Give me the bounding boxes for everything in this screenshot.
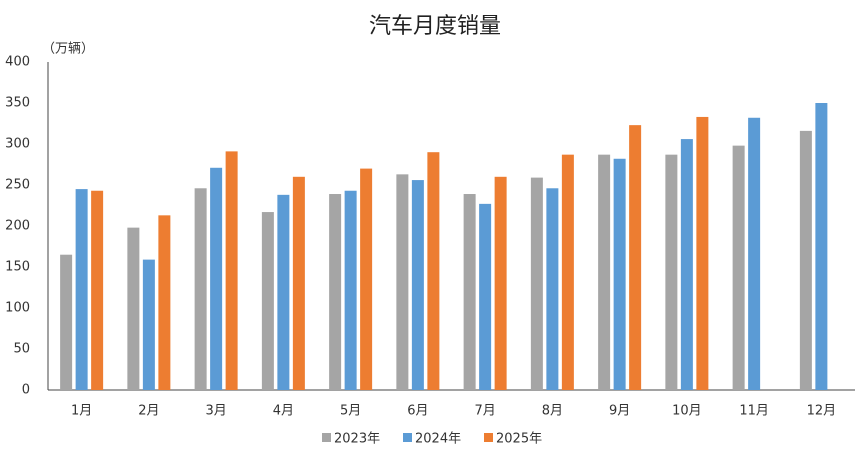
x-tick-label: 5月 (340, 404, 361, 419)
x-tick-label: 2月 (138, 404, 159, 419)
bar (91, 190, 104, 390)
y-tick-label: 250 (5, 178, 30, 193)
legend-label: 2023年 (334, 432, 380, 447)
x-tick-label: 6月 (407, 404, 428, 419)
bar (530, 177, 543, 390)
bar (411, 180, 424, 390)
bar (75, 189, 88, 390)
bar (261, 212, 274, 390)
bar (680, 139, 693, 390)
bar (427, 152, 440, 390)
bar (732, 145, 745, 390)
x-tick-label: 8月 (542, 404, 563, 419)
y-tick-label: 200 (5, 219, 30, 234)
y-tick-label: 150 (5, 260, 30, 275)
y-tick-label: 0 (22, 383, 30, 398)
legend-swatch (484, 433, 493, 442)
x-tick-label: 12月 (807, 404, 837, 419)
bar (561, 154, 574, 390)
legend-label: 2024年 (415, 432, 461, 447)
legend-label: 2025年 (496, 432, 542, 447)
bar (210, 167, 223, 390)
bar (799, 130, 812, 390)
chart-title: 汽车月度销量 (369, 14, 501, 39)
y-tick-label: 100 (5, 301, 30, 316)
bar (665, 154, 678, 390)
legend-swatch (322, 433, 331, 442)
x-tick-label: 9月 (609, 404, 630, 419)
bar (158, 215, 171, 390)
bar (360, 168, 373, 390)
legend-swatch (403, 433, 412, 442)
bar (142, 259, 155, 390)
bar (60, 254, 73, 390)
bar (815, 103, 828, 390)
bar (127, 227, 140, 390)
bar (225, 151, 238, 390)
bar (194, 188, 207, 390)
bar (329, 194, 342, 390)
y-tick-label: 350 (5, 96, 30, 111)
bar (479, 203, 492, 390)
bar (463, 194, 476, 390)
x-tick-label: 3月 (205, 404, 226, 419)
x-tick-label: 10月 (672, 404, 702, 419)
x-tick-label: 1月 (71, 404, 92, 419)
bar (546, 188, 559, 390)
bar (696, 116, 709, 390)
bar (277, 194, 290, 390)
bar (598, 154, 611, 390)
bar (344, 190, 357, 390)
y-tick-label: 300 (5, 137, 30, 152)
y-tick-label: 50 (13, 342, 30, 357)
y-tick-label: 400 (5, 55, 30, 70)
bar (292, 176, 305, 390)
x-tick-label: 4月 (273, 404, 294, 419)
x-tick-label: 11月 (739, 404, 769, 419)
bar (629, 125, 642, 390)
bar (748, 117, 761, 390)
bar (396, 174, 409, 390)
x-tick-label: 7月 (474, 404, 495, 419)
bar (494, 176, 507, 390)
y-axis-label: （万辆） (42, 42, 94, 57)
bar (613, 158, 626, 390)
